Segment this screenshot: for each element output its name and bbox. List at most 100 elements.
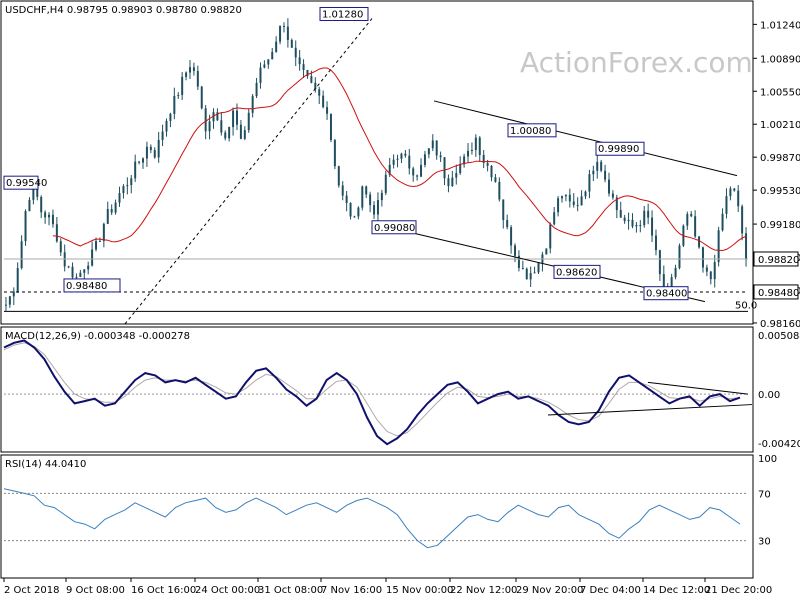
- time-axis-label: 24 Oct 00:00: [195, 585, 260, 596]
- candle-body: [717, 230, 720, 263]
- candle-body: [588, 174, 591, 192]
- price-axis-label: 1.00550: [760, 87, 800, 98]
- candle-body: [8, 296, 11, 305]
- candle-body: [678, 245, 681, 268]
- candle-body: [392, 159, 395, 165]
- candle-body: [204, 108, 207, 132]
- candle-body: [670, 277, 673, 290]
- price-axis-label: 1.00890: [760, 54, 800, 65]
- candle-body: [224, 132, 227, 139]
- rsi-axis-label: 70: [758, 489, 771, 500]
- candle-body: [75, 276, 78, 278]
- price-annotation-label: 0.98620: [556, 267, 597, 278]
- candle-body: [557, 198, 560, 213]
- candle-body: [635, 225, 638, 227]
- candle-body: [239, 124, 242, 139]
- candle-body: [16, 268, 19, 292]
- candle-body: [463, 156, 466, 165]
- candle-body: [713, 262, 716, 280]
- candle-body: [611, 193, 614, 198]
- price-annotation-box: [319, 6, 369, 21]
- candle-body: [416, 175, 419, 177]
- candles: [4, 18, 748, 311]
- candle-body: [596, 161, 599, 171]
- candle-body: [396, 158, 399, 160]
- candle-body: [200, 86, 203, 109]
- candle-body: [420, 164, 423, 177]
- time-axis-label: 7 Dec 04:00: [580, 585, 641, 596]
- price-annotation-box: [643, 286, 689, 301]
- candle-body: [365, 186, 368, 195]
- candle-body: [138, 161, 141, 163]
- candle-body: [67, 266, 70, 268]
- time-axis-label: 16 Oct 16:00: [131, 585, 196, 596]
- candle-body: [741, 206, 744, 234]
- candle-body: [251, 96, 254, 113]
- candle-body: [208, 121, 211, 132]
- candle-body: [580, 196, 583, 206]
- price-axis-label: 0.99870: [760, 153, 800, 164]
- macd-axis-label: 0.00: [758, 390, 780, 401]
- candle-body: [322, 95, 325, 108]
- candle-body: [279, 26, 282, 42]
- candle-body: [561, 196, 563, 199]
- candle-body: [549, 224, 552, 249]
- candle-body: [290, 39, 293, 48]
- time-axis-label: 14 Dec 12:00: [643, 585, 710, 596]
- macd-support-trendline: [547, 404, 753, 416]
- candle-body: [510, 227, 513, 246]
- candle-body: [662, 274, 665, 288]
- candle-body: [737, 190, 740, 207]
- rsi-panel-frame: [0, 454, 754, 579]
- macd-panel-frame: [0, 326, 754, 453]
- time-axis-label: 21 Dec 20:00: [705, 585, 772, 596]
- candle-body: [271, 51, 274, 60]
- candle-body: [627, 219, 630, 222]
- rsi-layer: [3, 488, 748, 549]
- price-axis-label: 1.01240: [760, 20, 800, 31]
- moving-average-line: [52, 67, 747, 252]
- price-layer: 50.0 1.01280 1.00080 0.99890 0.99540 0.99080 0…: [3, 6, 757, 325]
- candle-body: [427, 148, 430, 155]
- candle-body: [71, 266, 74, 278]
- candle-body: [126, 185, 129, 187]
- price-annotation-label: 1.01280: [322, 9, 363, 20]
- candle-body: [470, 149, 473, 151]
- candle-body: [153, 150, 156, 158]
- candle-body: [341, 185, 344, 196]
- candle-body: [177, 95, 180, 97]
- time-axis-label: 31 Oct 08:00: [258, 585, 323, 596]
- candle-body: [619, 210, 622, 218]
- candle-body: [745, 233, 748, 259]
- current-price-label: 0.98820: [758, 255, 799, 266]
- rsi-line: [3, 488, 741, 549]
- candle-body: [545, 248, 548, 255]
- candle-body: [275, 41, 278, 52]
- candle-body: [514, 245, 517, 256]
- price-annotation-label: 0.98480: [66, 281, 107, 292]
- candle-body: [502, 199, 505, 220]
- candle-body: [310, 76, 313, 83]
- candle-body: [686, 214, 689, 226]
- candle-body: [169, 113, 172, 121]
- candle-body: [145, 146, 148, 159]
- candle-body: [623, 217, 626, 222]
- time-axis-label: 7 Nov 16:00: [321, 585, 382, 596]
- candle-body: [118, 193, 121, 203]
- candle-body: [98, 240, 101, 242]
- candle-body: [459, 164, 462, 174]
- candle-body: [467, 150, 470, 157]
- price-axis-label: 0.98160: [760, 319, 800, 330]
- candle-body: [455, 173, 458, 178]
- macd-axis-label: -0.004206: [758, 439, 800, 450]
- time-axis-label: 22 Nov 12:00: [450, 585, 517, 596]
- candle-body: [32, 185, 35, 200]
- price-annotation-label: 0.99080: [374, 223, 415, 234]
- macd-axis-label: 0.005084: [758, 331, 800, 342]
- candle-body: [185, 72, 188, 77]
- candle-body: [161, 131, 164, 140]
- candle-body: [165, 120, 168, 132]
- candle-body: [373, 205, 376, 215]
- candle-body: [212, 112, 215, 122]
- candle-body: [130, 178, 133, 186]
